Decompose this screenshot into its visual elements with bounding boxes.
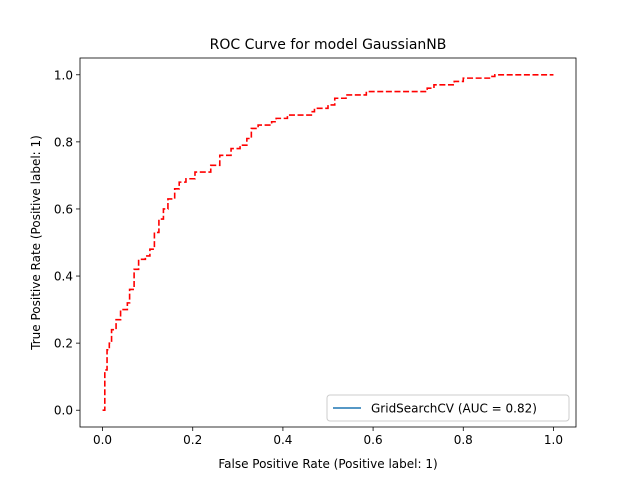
chart-title: ROC Curve for model GaussianNB [210, 37, 447, 53]
y-axis-label: True Positive Rate (Positive label: 1) [29, 135, 43, 351]
x-tick-label: 0.2 [183, 433, 202, 447]
x-tick-label: 0.6 [364, 433, 383, 447]
x-tick-label: 0.4 [273, 433, 292, 447]
legend-label: GridSearchCV (AUC = 0.82) [371, 402, 537, 416]
y-axis-ticks: 0.0 0.2 0.4 0.6 0.8 1.0 [54, 68, 80, 418]
y-tick-label: 0.4 [54, 270, 73, 284]
axes-frame [79, 57, 577, 428]
y-tick-label: 0.6 [54, 202, 73, 216]
legend-box [326, 394, 570, 422]
x-axis-label: False Positive Rate (Positive label: 1) [218, 457, 437, 471]
x-axis-ticks: 0.0 0.2 0.4 0.6 0.8 1.0 [93, 427, 563, 447]
plot-area [102, 73, 554, 412]
y-tick-label: 0.2 [54, 337, 73, 351]
x-tick-label: 1.0 [544, 433, 563, 447]
x-tick-label: 0.0 [93, 433, 112, 447]
legend: GridSearchCV (AUC = 0.82) [326, 394, 570, 422]
y-tick-label: 0.0 [54, 404, 73, 418]
roc-curve-line [102, 73, 554, 412]
y-tick-label: 0.8 [54, 135, 73, 149]
x-tick-label: 0.8 [454, 433, 473, 447]
y-tick-label: 1.0 [54, 68, 73, 82]
